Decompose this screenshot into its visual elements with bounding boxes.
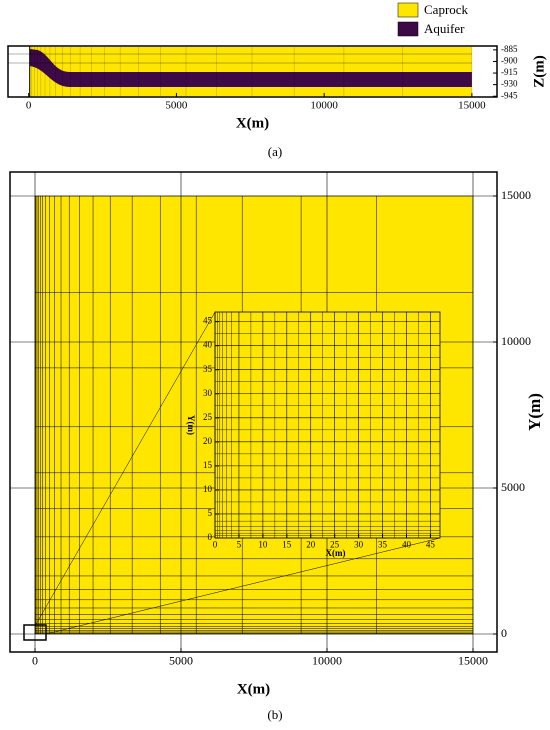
y-tick-label: 5 (208, 508, 213, 518)
y-tick-label: -900 (501, 56, 518, 66)
x-tick-label: 0 (26, 99, 32, 111)
x-tick-label: 0 (32, 653, 38, 667)
x-tick-label: 45 (426, 539, 436, 549)
y-axis-label: Z(m) (531, 55, 547, 88)
x-tick-label: 25 (330, 539, 340, 549)
y-tick-label: 0 (208, 532, 213, 542)
legend-swatch (397, 21, 419, 37)
y-tick-label: 20 (203, 436, 213, 446)
panel-caption: (a) (268, 144, 282, 159)
y-tick-label: 5000 (501, 480, 525, 494)
legend-label: Aquifer (424, 21, 465, 36)
x-tick-label: 15000 (458, 653, 488, 667)
aquifer-layer (29, 49, 472, 87)
y-tick-label: -885 (501, 44, 518, 54)
x-axis-label: X(m) (326, 548, 346, 558)
x-tick-label: 40 (402, 539, 412, 549)
y-tick-label: 10 (203, 484, 213, 494)
y-tick-label: 40 (203, 340, 213, 350)
x-tick-label: 5000 (165, 99, 188, 111)
x-tick-label: 30 (354, 539, 364, 549)
y-tick-label: -915 (501, 67, 518, 77)
legend-swatch (397, 2, 419, 18)
caprock-region (29, 47, 472, 96)
axes-frame (9, 171, 498, 653)
axes-frame (7, 45, 498, 98)
legend-label: Caprock (424, 2, 469, 17)
y-tick-label: 45 (203, 316, 213, 326)
x-tick-label: 35 (378, 539, 388, 549)
x-tick-label: 5000 (169, 653, 193, 667)
x-tick-label: 10 (258, 539, 268, 549)
y-tick-label: 0 (501, 626, 507, 640)
x-tick-label: 15000 (458, 99, 486, 111)
x-tick-label: 20 (306, 539, 316, 549)
x-tick-label: 10000 (310, 99, 338, 111)
x-axis-label: X(m) (237, 681, 270, 697)
x-tick-label: 0 (213, 539, 218, 549)
y-tick-label: 25 (203, 412, 213, 422)
y-tick-label: 35 (203, 364, 213, 374)
zoom-link (45, 537, 441, 635)
x-tick-label: 15 (282, 539, 292, 549)
panel-caption: (b) (267, 707, 282, 722)
y-tick-label: -945 (501, 90, 518, 100)
y-tick-label: 10000 (501, 334, 531, 348)
y-tick-label: 15000 (501, 188, 531, 202)
inset-domain (215, 312, 440, 538)
x-tick-label: 10000 (312, 653, 342, 667)
axes-frame (214, 311, 441, 539)
y-tick-label: 15 (203, 460, 213, 470)
x-tick-label: 5 (237, 539, 242, 549)
x-axis-label: X(m) (236, 115, 269, 131)
zoom-link (34, 311, 216, 627)
y-axis-label: Y(m) (186, 415, 196, 435)
y-axis-label: Y(m) (525, 393, 544, 431)
y-tick-label: 30 (203, 388, 213, 398)
y-tick-label: -930 (501, 79, 518, 89)
